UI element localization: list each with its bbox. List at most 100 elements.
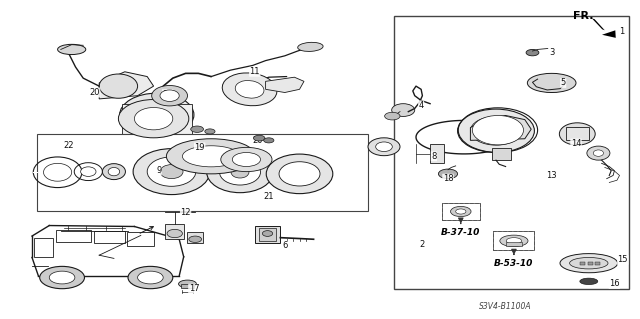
Ellipse shape [266,154,333,194]
Bar [56,230,91,242]
Text: 4: 4 [419,101,424,110]
Text: 5: 5 [561,78,566,87]
Ellipse shape [458,109,534,152]
Text: 3: 3 [549,48,554,57]
Text: 8: 8 [431,152,436,161]
Ellipse shape [108,167,120,176]
Text: B-37-10: B-37-10 [441,228,481,237]
Ellipse shape [298,42,323,51]
Ellipse shape [570,257,608,269]
Ellipse shape [160,90,179,101]
Polygon shape [592,19,605,30]
Ellipse shape [593,150,604,156]
Ellipse shape [506,238,522,244]
Bar [595,262,600,265]
Bar [442,203,480,220]
Ellipse shape [182,146,240,167]
Text: 6: 6 [282,241,287,250]
Ellipse shape [102,164,125,180]
Ellipse shape [128,266,173,289]
Bar [127,232,154,246]
Ellipse shape [526,49,539,56]
Ellipse shape [482,123,510,139]
Ellipse shape [49,271,75,284]
Ellipse shape [132,101,181,128]
Bar [566,127,589,140]
Ellipse shape [220,160,260,185]
Bar [430,144,444,163]
Bar [493,231,534,250]
Bar [394,16,629,289]
Bar [442,203,480,220]
Bar [94,231,125,243]
Ellipse shape [205,129,215,134]
Bar [34,238,53,257]
Text: 11: 11 [250,67,260,76]
Text: 13: 13 [547,171,557,180]
Ellipse shape [179,280,196,288]
Ellipse shape [231,167,249,178]
Polygon shape [266,77,304,93]
Ellipse shape [500,235,528,247]
Bar [580,262,585,265]
Ellipse shape [160,165,183,179]
Ellipse shape [587,146,610,160]
Text: 2: 2 [420,240,425,249]
Ellipse shape [118,100,189,138]
Ellipse shape [152,85,188,106]
Ellipse shape [470,116,522,145]
Bar [492,148,511,160]
Ellipse shape [580,278,598,285]
Ellipse shape [232,152,260,167]
Ellipse shape [279,162,320,186]
Ellipse shape [120,93,194,137]
Ellipse shape [472,115,524,145]
Ellipse shape [451,206,471,217]
Ellipse shape [456,209,466,214]
Text: 21: 21 [264,192,274,201]
Ellipse shape [568,128,587,140]
Ellipse shape [44,163,72,181]
Text: 20: 20 [252,137,262,145]
Ellipse shape [133,149,210,195]
Text: 22: 22 [64,141,74,150]
Ellipse shape [222,73,277,106]
Bar [187,232,203,243]
Ellipse shape [81,167,96,176]
Ellipse shape [147,157,196,186]
Polygon shape [99,72,154,99]
Bar [588,262,593,265]
Ellipse shape [559,123,595,145]
Ellipse shape [560,254,618,273]
Ellipse shape [527,73,576,93]
Polygon shape [470,115,531,140]
Text: 12: 12 [180,208,191,217]
Bar [255,226,280,243]
Ellipse shape [221,147,272,172]
Text: 17: 17 [189,284,199,293]
Ellipse shape [236,80,264,98]
Ellipse shape [58,44,86,55]
Ellipse shape [134,108,173,130]
Ellipse shape [191,126,204,132]
Text: 1: 1 [620,27,625,36]
Text: 9: 9 [156,166,161,175]
FancyArrow shape [591,19,616,38]
Text: B-53-10: B-53-10 [494,259,534,268]
Text: FR.: FR. [573,11,593,21]
Text: S3V4-B1100A: S3V4-B1100A [479,302,532,311]
Bar [165,224,184,239]
Bar [493,231,534,250]
Ellipse shape [385,112,400,120]
Text: 10: 10 [163,90,173,99]
Ellipse shape [189,236,202,242]
Ellipse shape [368,138,400,156]
Ellipse shape [262,231,273,236]
Ellipse shape [207,152,273,193]
Ellipse shape [264,138,274,143]
Text: 18: 18 [443,174,453,183]
Text: 14: 14 [571,139,581,148]
Ellipse shape [99,74,138,98]
Bar [506,242,522,246]
Ellipse shape [438,169,458,179]
